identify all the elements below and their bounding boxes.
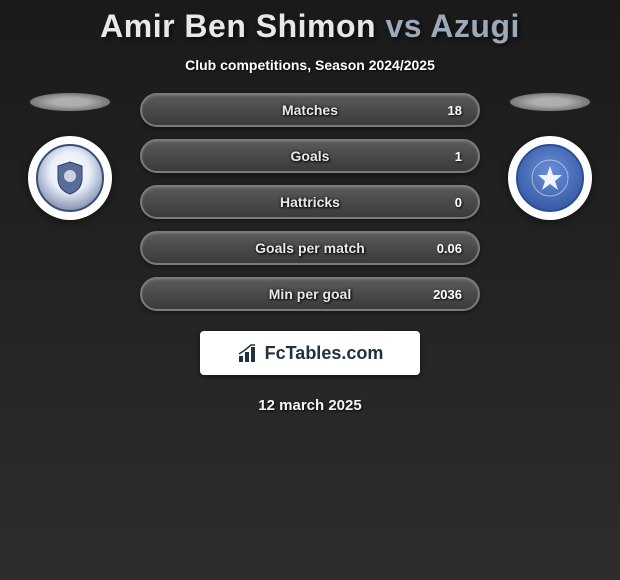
stat-row-gpm: Goals per match 0.06	[140, 231, 480, 265]
comparison-content: Matches 18 Goals 1 Hattricks 0 Goals per…	[0, 93, 620, 311]
stat-value: 18	[448, 103, 462, 118]
stats-list: Matches 18 Goals 1 Hattricks 0 Goals per…	[130, 93, 490, 311]
player-column-left	[20, 93, 120, 220]
stat-row-goals: Goals 1	[140, 139, 480, 173]
player-silhouette-left	[30, 93, 110, 111]
chart-icon	[237, 342, 259, 364]
title-vs: vs	[385, 8, 422, 44]
badge-right-inner	[516, 144, 584, 212]
stat-row-hattricks: Hattricks 0	[140, 185, 480, 219]
club-badge-right[interactable]	[508, 136, 592, 220]
stat-label: Goals	[291, 148, 330, 164]
header: Amir Ben Shimon vs Azugi Club competitio…	[0, 0, 620, 85]
stat-value: 0.06	[437, 241, 462, 256]
shield-icon	[50, 158, 90, 198]
stat-value: 1	[455, 149, 462, 164]
badge-left-inner	[36, 144, 104, 212]
stat-label: Min per goal	[269, 286, 351, 302]
stat-value: 2036	[433, 287, 462, 302]
brand-logo[interactable]: FcTables.com	[200, 331, 420, 375]
player-column-right	[500, 93, 600, 220]
subtitle: Club competitions, Season 2024/2025	[0, 57, 620, 73]
stat-label: Goals per match	[255, 240, 365, 256]
player-silhouette-right	[510, 93, 590, 111]
stat-row-mpg: Min per goal 2036	[140, 277, 480, 311]
page-title: Amir Ben Shimon vs Azugi	[0, 8, 620, 45]
comparison-date: 12 march 2025	[0, 397, 620, 414]
stat-value: 0	[455, 195, 462, 210]
stat-label: Matches	[282, 102, 338, 118]
title-player1: Amir Ben Shimon	[100, 8, 376, 44]
club-badge-left[interactable]	[28, 136, 112, 220]
star-icon	[530, 158, 570, 198]
brand-text: FcTables.com	[265, 343, 384, 364]
title-player2: Azugi	[430, 8, 520, 44]
stat-row-matches: Matches 18	[140, 93, 480, 127]
stat-label: Hattricks	[280, 194, 340, 210]
